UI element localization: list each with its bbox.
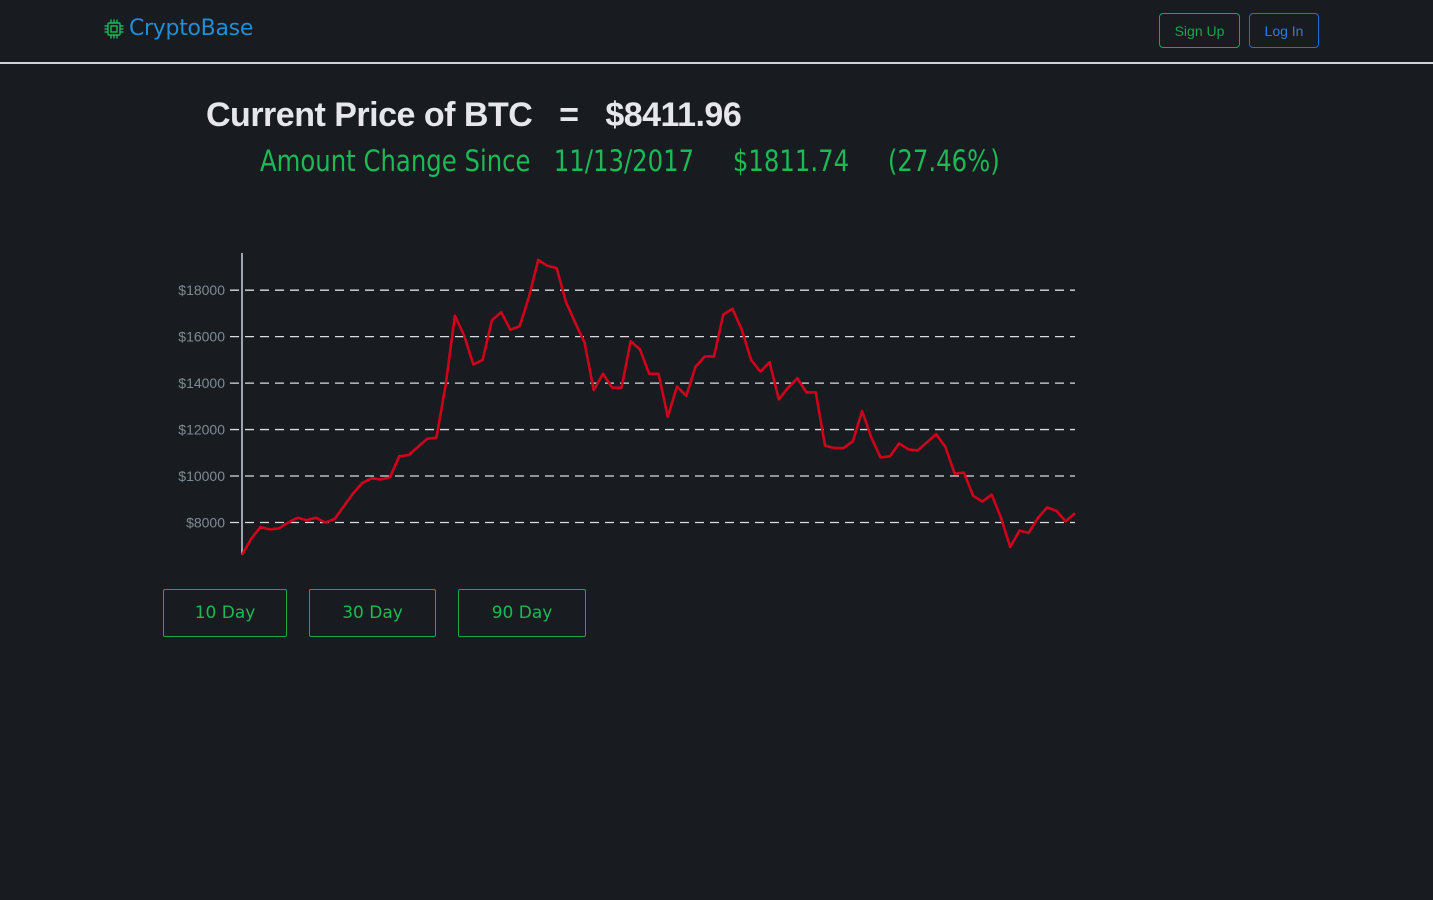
y-tick-label: $16000 bbox=[178, 329, 225, 345]
price-series-line bbox=[240, 258, 1076, 556]
change-amount: $1811.74 bbox=[732, 144, 850, 178]
y-tick-label: $14000 bbox=[178, 375, 225, 391]
brand-logo[interactable]: CryptoBase bbox=[103, 16, 253, 41]
since-date: 11/13/2017 bbox=[553, 144, 695, 178]
current-price-headline: Current Price of BTC = $8411.96 bbox=[206, 96, 742, 135]
y-tick-label: $12000 bbox=[178, 422, 225, 438]
chip-icon bbox=[104, 19, 124, 38]
brand-name: CryptoBase bbox=[129, 16, 254, 41]
price-chart: $8000 $10000 $12000 $14000 $16000 $18000 bbox=[178, 253, 1076, 556]
y-tick-label: $18000 bbox=[178, 282, 225, 298]
range-90-day-button[interactable]: 90 Day bbox=[458, 589, 586, 637]
navbar: CryptoBase Sign Up Log In bbox=[0, 0, 1433, 64]
y-tick-label: $10000 bbox=[178, 468, 225, 484]
current-price-value: $8411.96 bbox=[605, 96, 742, 134]
change-percent: (27.46%) bbox=[887, 144, 1000, 178]
y-tick-label: $8000 bbox=[186, 514, 225, 530]
amount-change-label: Amount Change Since bbox=[260, 144, 531, 178]
sign-up-button[interactable]: Sign Up bbox=[1159, 13, 1240, 48]
amount-change-line: Amount Change Since 11/13/2017 $1811.74 … bbox=[260, 144, 1000, 178]
headline-equals: = bbox=[559, 96, 579, 134]
headline-prefix: Current Price of BTC bbox=[206, 96, 533, 134]
log-in-button[interactable]: Log In bbox=[1249, 13, 1319, 48]
range-10-day-button[interactable]: 10 Day bbox=[163, 589, 287, 637]
range-30-day-button[interactable]: 30 Day bbox=[309, 589, 436, 637]
